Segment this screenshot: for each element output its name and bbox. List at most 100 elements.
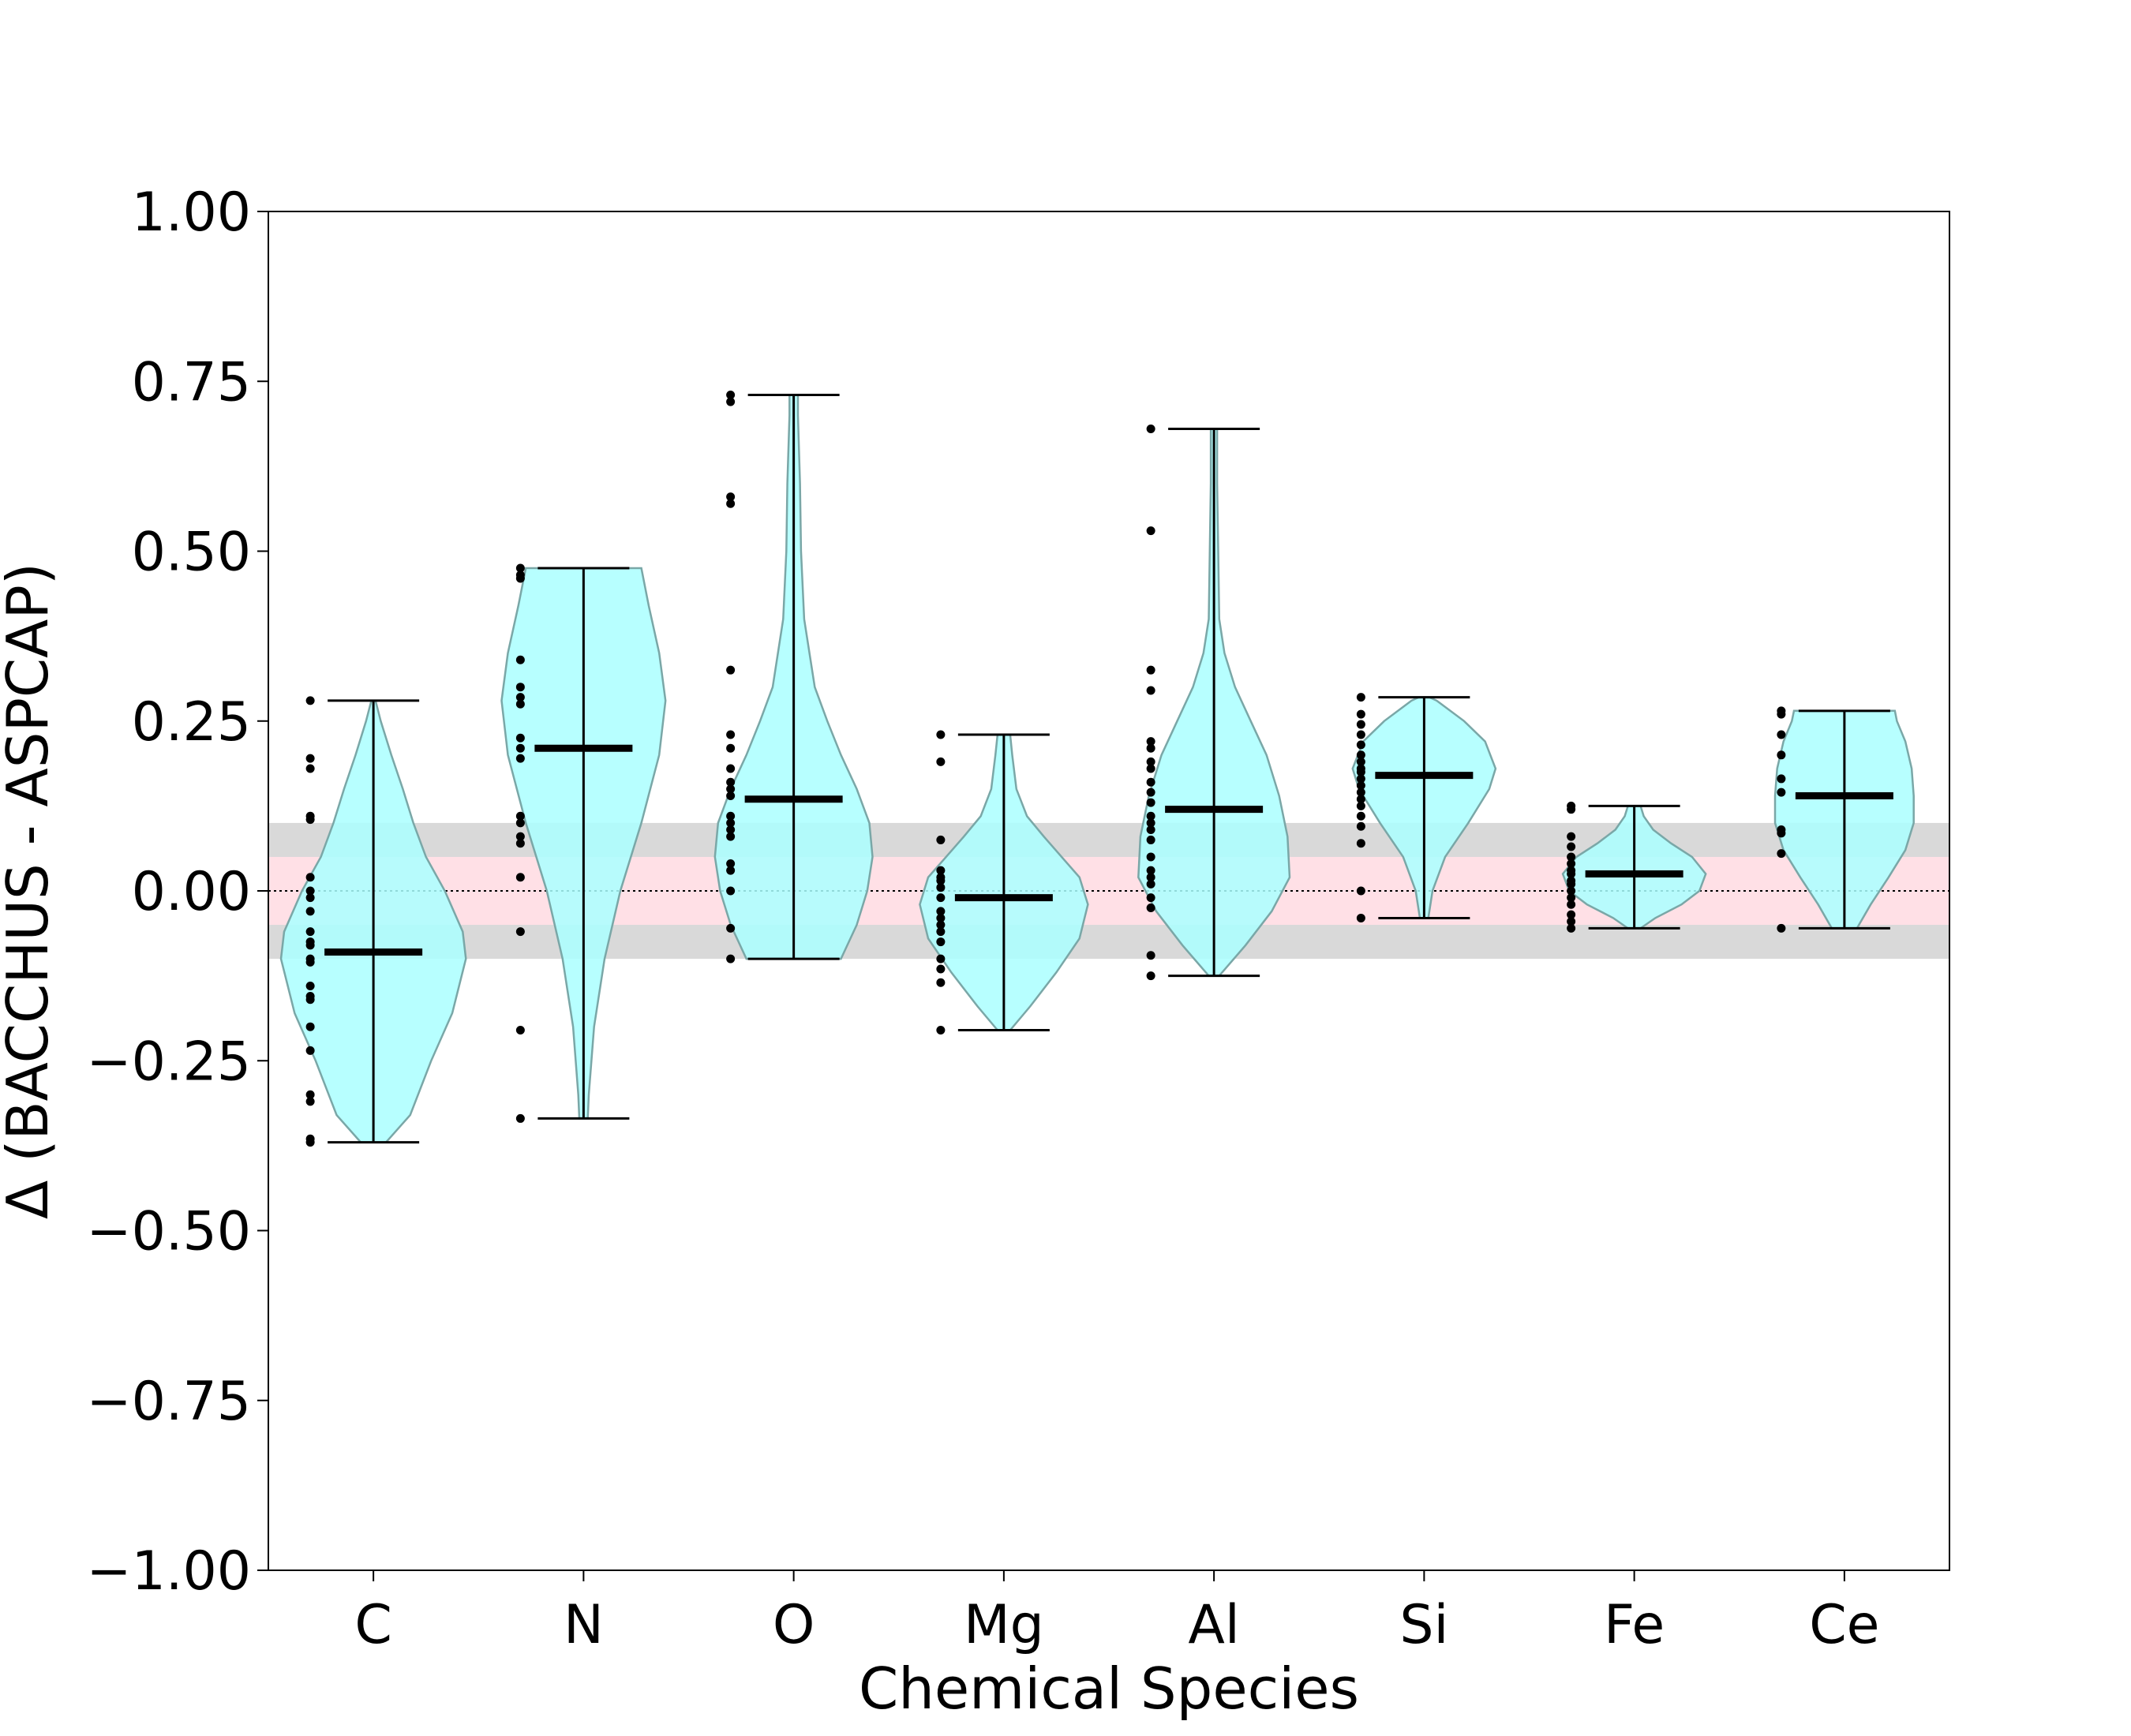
y-tick-label: −0.75 <box>87 1371 251 1433</box>
data-point <box>936 730 946 739</box>
data-point <box>1567 852 1576 862</box>
data-point <box>515 1026 525 1035</box>
data-point <box>305 1090 315 1099</box>
data-point <box>1146 873 1155 882</box>
data-point <box>936 866 946 875</box>
data-point <box>1777 788 1786 797</box>
data-point <box>936 907 946 916</box>
data-point <box>305 982 315 991</box>
data-point <box>726 390 736 399</box>
data-point <box>726 784 736 794</box>
data-point <box>305 1022 315 1031</box>
data-point <box>726 492 736 502</box>
data-point <box>1146 866 1155 875</box>
y-tick-label: −1.00 <box>87 1540 251 1603</box>
x-tick-label: Al <box>1188 1594 1239 1656</box>
data-point <box>1356 795 1365 804</box>
data-point <box>936 757 946 766</box>
data-point <box>726 866 736 875</box>
data-point <box>1146 835 1155 844</box>
data-point <box>936 964 946 974</box>
data-point <box>305 764 315 773</box>
data-point <box>1146 971 1155 981</box>
data-point <box>936 913 946 922</box>
y-tick-label: −0.25 <box>87 1031 251 1093</box>
data-point <box>1146 764 1155 773</box>
data-point <box>726 923 736 933</box>
data-point <box>1777 829 1786 838</box>
data-point <box>515 574 525 583</box>
data-point <box>1146 757 1155 766</box>
data-point <box>1567 805 1576 814</box>
data-point <box>726 811 736 821</box>
data-point <box>1146 811 1155 821</box>
data-point <box>1777 709 1786 719</box>
data-point <box>1567 923 1576 933</box>
data-point <box>1777 849 1786 859</box>
data-point <box>1146 526 1155 536</box>
data-point <box>1567 869 1576 878</box>
data-point <box>1356 720 1365 729</box>
data-point <box>726 499 736 508</box>
data-point <box>515 832 525 841</box>
data-point <box>305 886 315 896</box>
data-point <box>305 1046 315 1055</box>
data-point <box>515 699 525 709</box>
data-point <box>936 937 946 947</box>
data-point <box>305 957 315 967</box>
data-point <box>515 839 525 848</box>
data-point <box>936 927 946 937</box>
data-point <box>726 954 736 963</box>
data-point <box>305 1097 315 1106</box>
data-point <box>726 791 736 800</box>
data-point <box>1777 774 1786 784</box>
data-point <box>305 696 315 705</box>
data-point <box>936 876 946 885</box>
data-point <box>1777 730 1786 739</box>
data-point <box>1146 893 1155 903</box>
y-tick-label: 0.75 <box>132 351 251 413</box>
data-point <box>1146 798 1155 807</box>
data-point <box>305 927 315 937</box>
data-point <box>1356 821 1365 831</box>
data-point <box>1356 750 1365 760</box>
data-point <box>1146 777 1155 787</box>
data-point <box>1356 757 1365 766</box>
data-point <box>1146 743 1155 753</box>
y-tick-label: 0.00 <box>132 861 251 923</box>
data-point <box>305 907 315 916</box>
data-point <box>1567 842 1576 851</box>
data-point <box>1356 913 1365 922</box>
data-point <box>1567 893 1576 903</box>
x-tick-label: Si <box>1399 1594 1448 1656</box>
data-point <box>1567 832 1576 841</box>
x-tick-label: Mg <box>964 1594 1044 1656</box>
y-tick-label: −0.50 <box>87 1201 251 1263</box>
data-point <box>726 397 736 406</box>
y-tick-label: 0.50 <box>132 522 251 584</box>
data-point <box>1146 686 1155 695</box>
data-point <box>1356 774 1365 784</box>
data-point <box>1356 767 1365 776</box>
data-point <box>726 665 736 675</box>
y-axis-ticks: 1.00 0.75 0.50 0.25 0.00 −0.25 −0.50 −0.75 −1.00 <box>87 181 268 1603</box>
data-point <box>1146 425 1155 434</box>
data-point <box>726 886 736 896</box>
data-point <box>1356 709 1365 719</box>
data-point <box>726 764 736 773</box>
data-point <box>1567 900 1576 909</box>
data-point <box>1146 825 1155 835</box>
data-point <box>726 818 736 828</box>
data-point <box>1567 886 1576 896</box>
data-point <box>1567 879 1576 889</box>
data-point <box>1356 781 1365 791</box>
data-point <box>305 754 315 763</box>
data-point <box>305 873 315 882</box>
data-point <box>305 815 315 825</box>
data-point <box>515 693 525 702</box>
data-point <box>726 832 736 841</box>
data-point <box>726 777 736 787</box>
data-point <box>515 733 525 743</box>
data-point <box>515 811 525 821</box>
data-point <box>726 859 736 869</box>
